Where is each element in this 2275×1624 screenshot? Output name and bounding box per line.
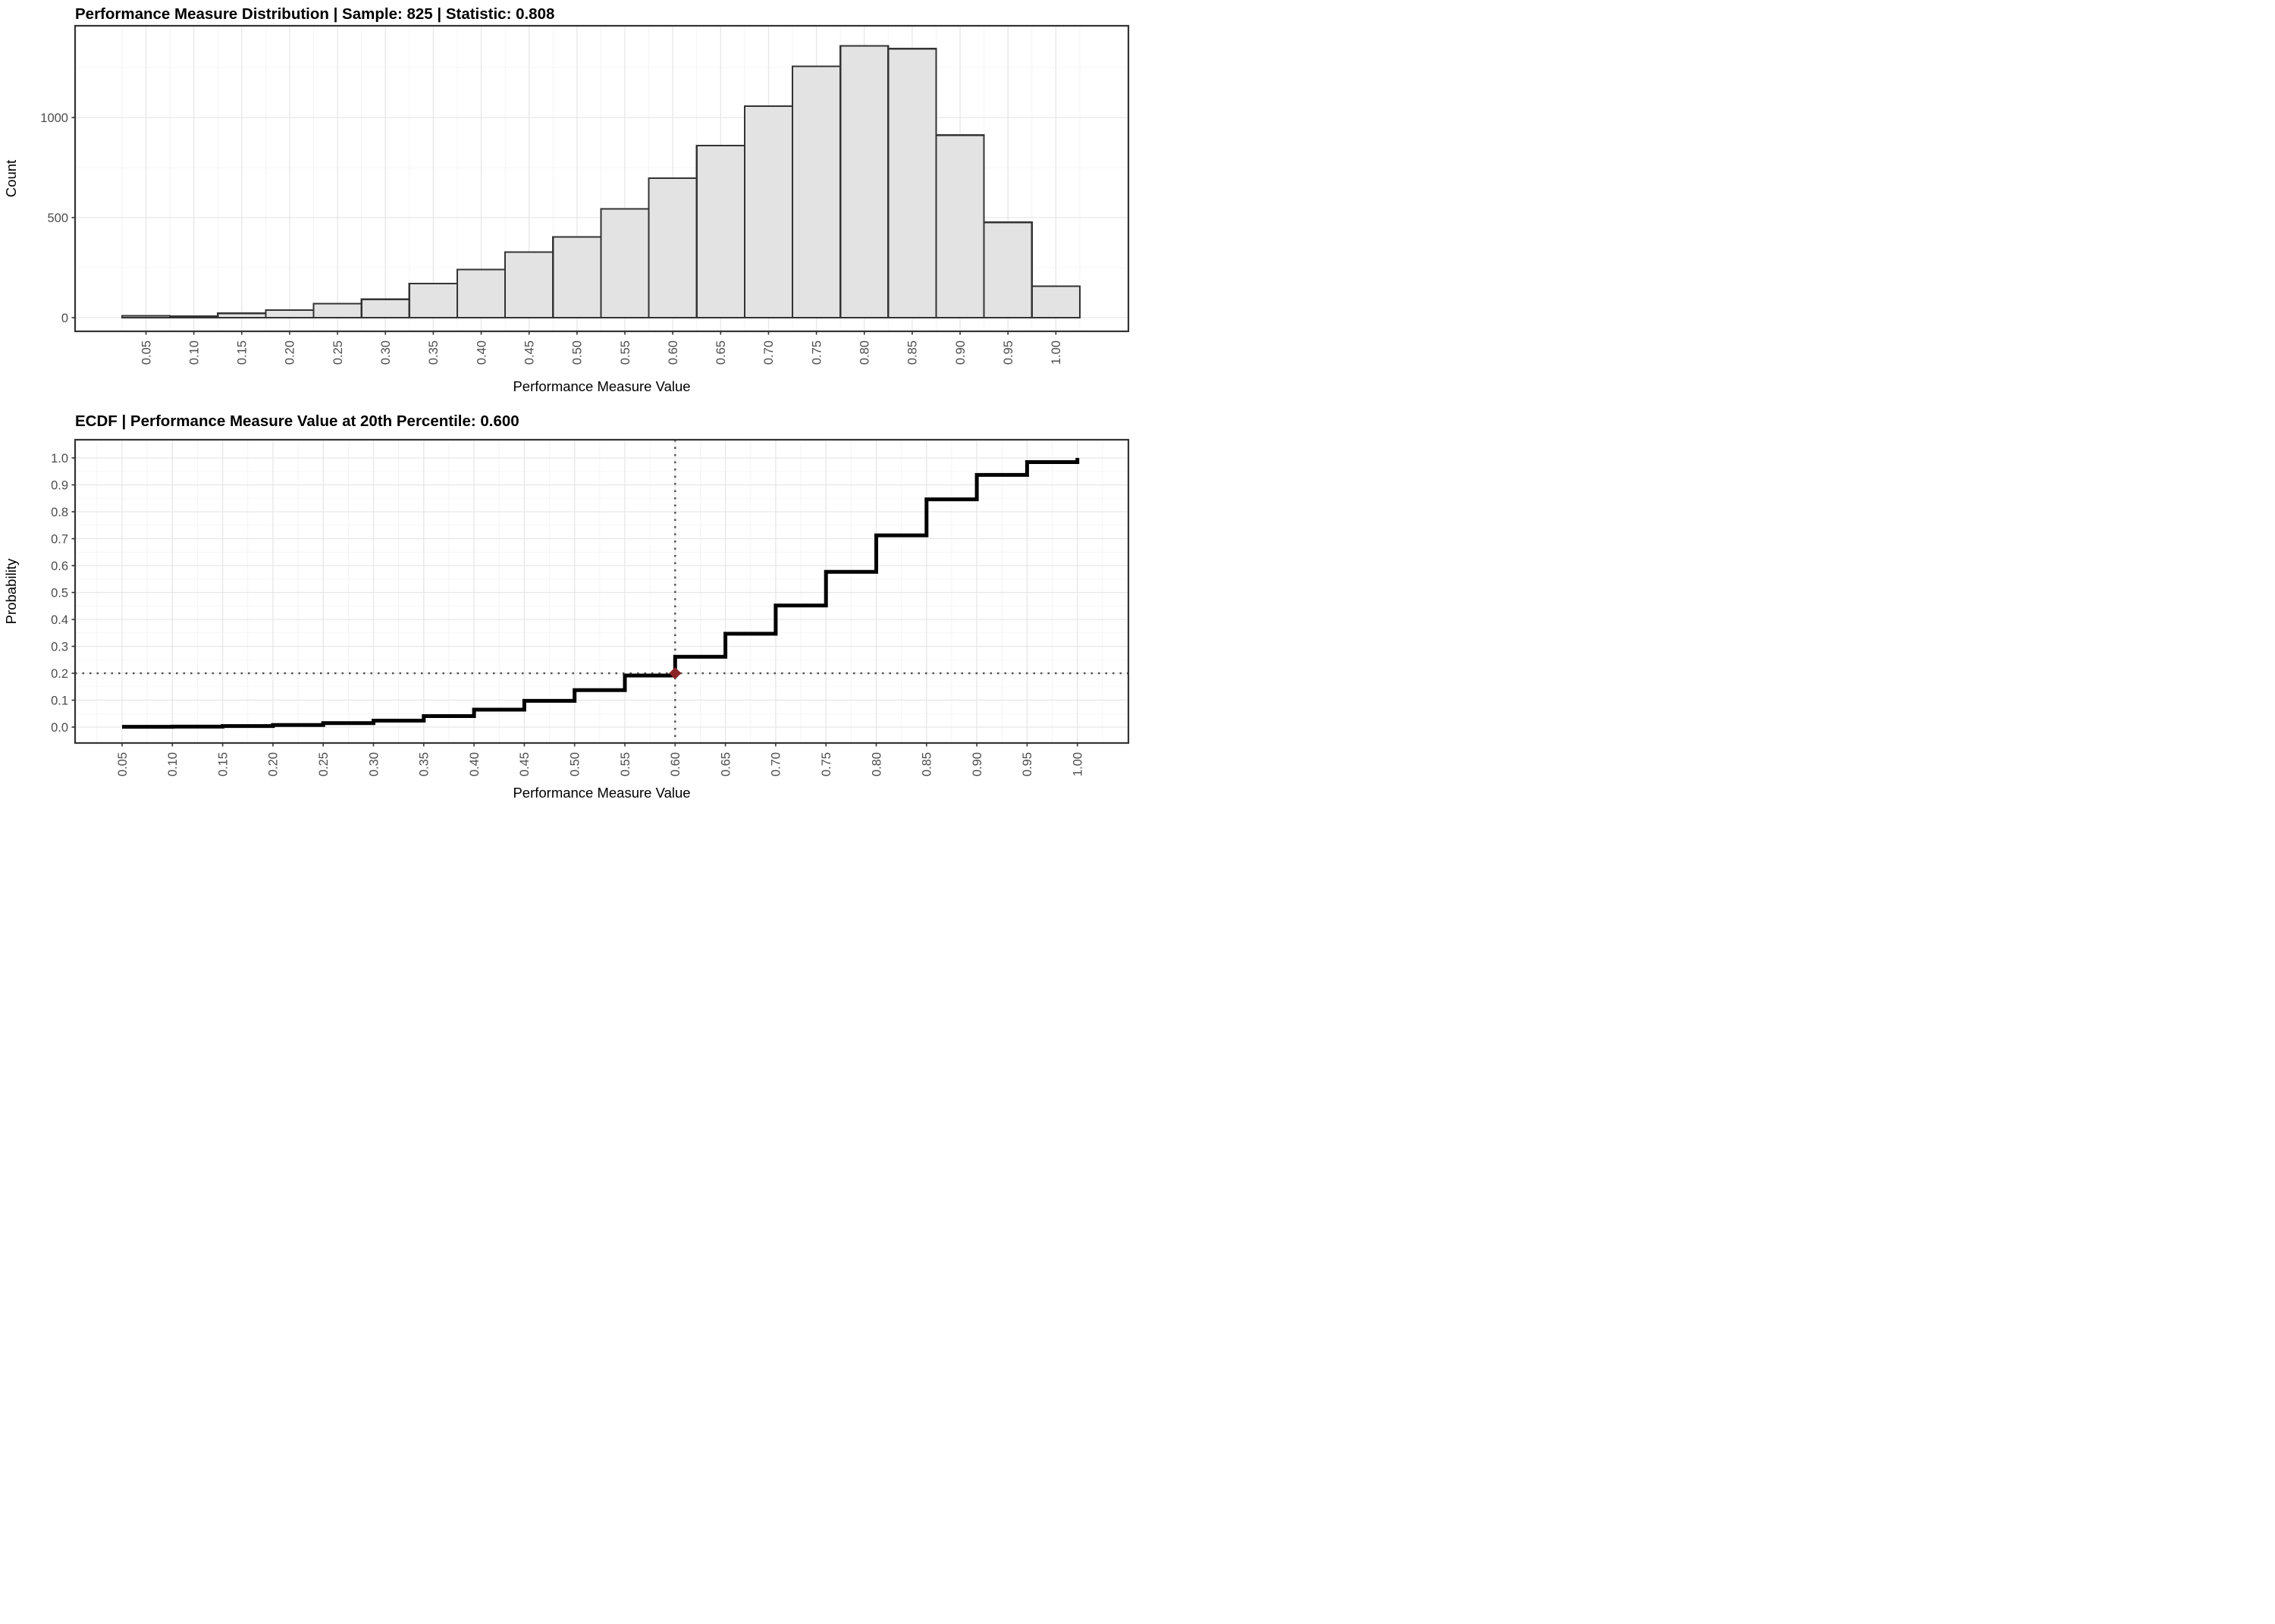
- histogram-bar: [695, 144, 745, 319]
- histogram-bar: [1031, 285, 1081, 319]
- x-tick-label: 0.10: [187, 340, 201, 365]
- x-tick-label: 0.65: [719, 752, 733, 776]
- y-tick-label: 0.8: [51, 506, 68, 519]
- x-tick-label: 0.95: [1021, 752, 1034, 776]
- x-tick-label: 0.30: [379, 340, 393, 365]
- y-tick-label: 0.5: [51, 586, 68, 600]
- x-tick-label: 0.30: [367, 752, 381, 776]
- histogram-bar: [600, 208, 650, 319]
- histogram-bar: [217, 312, 267, 319]
- histogram-bar: [983, 221, 1033, 319]
- x-tick-label: 0.85: [906, 340, 920, 365]
- histogram-bar: [648, 177, 698, 319]
- x-tick-label: 0.50: [571, 340, 585, 365]
- x-tick-label: 0.75: [820, 752, 833, 776]
- x-tick-label: 0.90: [954, 340, 968, 365]
- x-tick-label: 0.40: [475, 340, 488, 365]
- two-panel-figure: Performance Measure Distribution | Sampl…: [0, 0, 1138, 812]
- ecdf-step-line: [122, 458, 1080, 729]
- y-tick-label: 0.6: [51, 560, 68, 573]
- y-tick-label: 0.0: [51, 721, 68, 735]
- histogram-bar: [504, 251, 554, 319]
- x-tick-label: 0.35: [427, 340, 441, 365]
- x-tick-label: 0.60: [667, 340, 680, 365]
- x-tick-label: 0.85: [921, 752, 934, 776]
- x-tick-label: 0.45: [522, 340, 536, 365]
- x-tick-label: 0.35: [418, 752, 431, 776]
- x-tick-label: 0.60: [669, 752, 682, 776]
- ecdf-plot: 0.05 0.10 0.15 0.20 0.25 0.30 0.35 0.40 0.45 0.50…: [3, 438, 1130, 801]
- x-tick-label: 0.80: [870, 752, 883, 776]
- histogram-bar: [791, 65, 842, 319]
- x-tick-label: 0.40: [468, 752, 482, 776]
- x-tick-label: 0.45: [518, 752, 532, 776]
- x-tick-label: 1.00: [1071, 752, 1084, 776]
- panel-border: [74, 438, 1130, 745]
- histogram-bar: [121, 315, 171, 319]
- histogram-plot: 0.05 0.10 0.15 0.20 0.25 0.30 0.35 0.40 0.45 0.50…: [3, 24, 1130, 394]
- histogram-title: Performance Measure Distribution | Sampl…: [75, 5, 555, 23]
- x-axis-title: Performance Measure Value: [513, 378, 690, 394]
- x-tick-label: 0.50: [568, 752, 582, 776]
- x-tick-label: 0.20: [284, 340, 297, 365]
- x-tick-label: 1.00: [1050, 340, 1063, 365]
- histogram-bar: [743, 105, 794, 319]
- y-tick-label: 0.7: [51, 532, 68, 546]
- x-tick-label: 0.55: [619, 752, 632, 776]
- y-tick-label: 0.3: [51, 640, 68, 654]
- histogram-bar: [265, 309, 315, 319]
- y-tick-label: 1000: [40, 111, 68, 125]
- x-tick-label: 0.25: [317, 752, 331, 776]
- x-tick-label: 0.25: [331, 340, 345, 365]
- x-tick-label: 0.80: [858, 340, 872, 365]
- ecdf-title: ECDF | Performance Measure Value at 20th…: [75, 412, 519, 430]
- histogram-bar: [552, 236, 602, 319]
- x-tick-label: 0.90: [971, 752, 984, 776]
- y-axis-title: Probability: [3, 558, 19, 624]
- x-tick-label: 0.20: [267, 752, 281, 776]
- histogram-bar: [456, 268, 507, 319]
- x-tick-label: 0.75: [810, 340, 824, 365]
- x-tick-label: 0.15: [236, 340, 249, 365]
- x-tick-label: 0.95: [1002, 340, 1015, 365]
- histogram-bar: [935, 134, 985, 319]
- y-tick-label: 0.9: [51, 478, 68, 492]
- y-axis-title: Count: [3, 160, 19, 197]
- y-tick-label: 500: [47, 212, 68, 225]
- x-tick-label: 0.65: [714, 340, 728, 365]
- y-tick-label: 0: [61, 312, 68, 325]
- y-tick-label: 0.4: [51, 613, 68, 627]
- y-tick-label: 0.2: [51, 667, 68, 681]
- y-tick-label: 0.1: [51, 694, 68, 707]
- x-tick-label: 0.15: [216, 752, 230, 776]
- x-tick-label: 0.10: [166, 752, 180, 776]
- histogram-bar: [168, 315, 219, 319]
- x-axis-title: Performance Measure Value: [513, 785, 690, 801]
- x-tick-label: 0.05: [116, 752, 130, 776]
- histogram-bar: [839, 45, 890, 319]
- x-tick-label: 0.55: [619, 340, 632, 365]
- panel-border: [74, 24, 1130, 333]
- percentile-point: [669, 667, 682, 679]
- y-tick-label: 1.0: [51, 452, 68, 466]
- x-tick-label: 0.05: [140, 340, 153, 365]
- histogram-bar: [887, 48, 937, 319]
- x-tick-label: 0.70: [762, 340, 776, 365]
- x-tick-label: 0.70: [770, 752, 783, 776]
- histogram-bar: [408, 283, 459, 319]
- histogram-bar: [360, 298, 410, 319]
- histogram-bar: [312, 303, 362, 319]
